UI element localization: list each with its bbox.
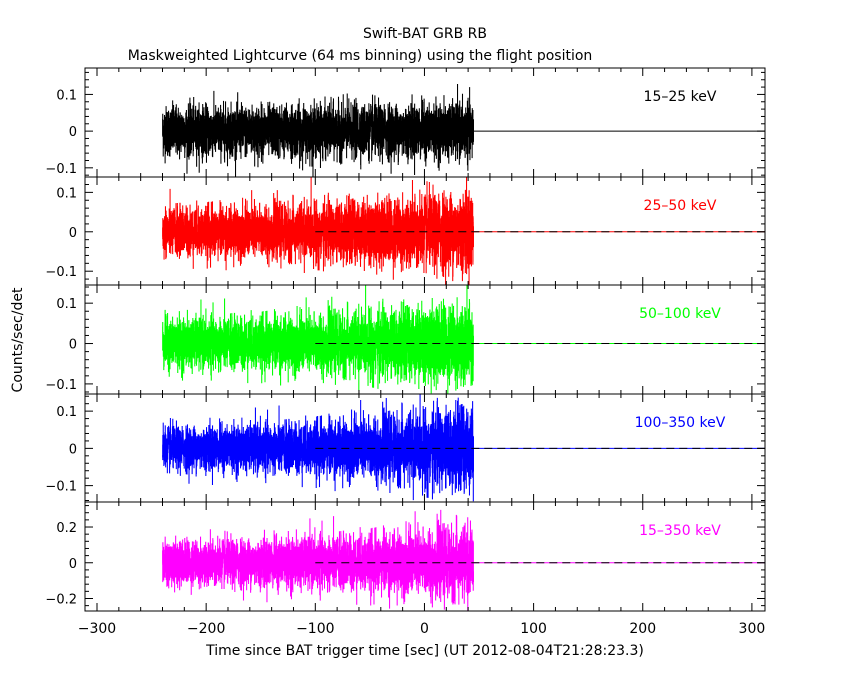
chart-title: Swift-BAT GRB RB (363, 26, 487, 42)
y-axis-label: Counts/sec/det (10, 287, 26, 392)
panel-25-50-kev: −0.1 0 0.1 25–50 keV (45, 176, 766, 286)
panel-15-25-kev: −0.1 0 0.1 15–25 keV (45, 67, 766, 178)
data-series-line (162, 509, 474, 612)
y-tick-label: 0.1 (56, 405, 77, 420)
legend-label: 100–350 keV (635, 415, 726, 431)
y-tick-label: 0 (69, 442, 77, 457)
panel-50-100-kev: −0.1 0 0.1 50–100 keV (45, 284, 766, 395)
data-series-line (162, 176, 474, 286)
y-tick-label: 0 (69, 226, 77, 241)
y-tick-label: 0 (69, 557, 77, 572)
y-tick-label: 0.1 (56, 186, 77, 201)
y-tick-label: −0.1 (45, 162, 77, 177)
legend-label: 25–50 keV (644, 198, 717, 214)
y-tick-label: 0.2 (56, 521, 77, 536)
data-series-line (162, 83, 474, 178)
x-tick-label: 200 (629, 621, 656, 637)
x-tick-label: 300 (739, 621, 766, 637)
panel-15-350-kev: −0.2 0 0.2 15–350 keV (45, 501, 766, 612)
x-tick-label: −200 (187, 621, 225, 637)
y-tick-label: 0 (69, 125, 77, 140)
x-tick-label: −300 (78, 621, 116, 637)
panel-100-350-kev: −0.1 0 0.1 100–350 keV (45, 393, 766, 503)
y-tick-label: −0.1 (45, 378, 77, 393)
chart-subtitle: Maskweighted Lightcurve (64 ms binning) … (128, 48, 593, 64)
panel-frame (84, 501, 766, 612)
legend-label: 50–100 keV (639, 306, 721, 322)
y-tick-label: 0.1 (56, 88, 77, 103)
legend-label: 15–25 keV (644, 89, 717, 105)
y-tick-label: 0 (69, 338, 77, 353)
data-series-line (162, 393, 474, 502)
y-tick-label: 0.1 (56, 297, 77, 312)
y-tick-label: −0.1 (45, 265, 77, 280)
x-tick-label: 100 (520, 621, 547, 637)
legend-label: 15–350 keV (639, 523, 721, 539)
y-tick-label: −0.2 (45, 592, 77, 607)
x-tick-label: −100 (296, 621, 334, 637)
x-tick-label: 0 (420, 621, 429, 637)
data-series-line (162, 284, 474, 395)
y-tick-label: −0.1 (45, 480, 77, 495)
x-axis-label: Time since BAT trigger time [sec] (UT 20… (205, 643, 644, 659)
